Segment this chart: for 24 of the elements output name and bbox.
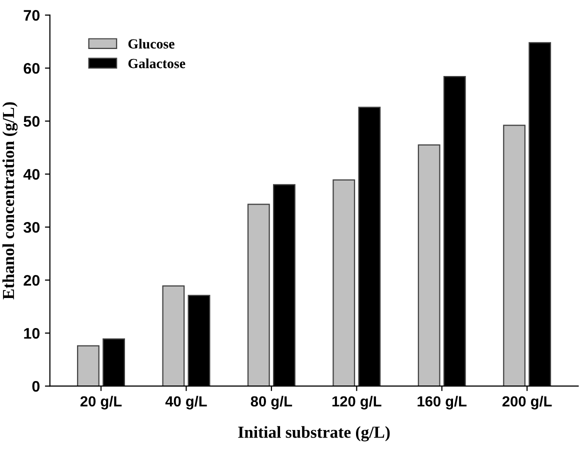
bar bbox=[77, 345, 100, 386]
bar bbox=[503, 124, 526, 386]
y-tick-label: 60 bbox=[24, 62, 40, 74]
y-tick-label: 40 bbox=[23, 168, 40, 180]
x-axis-title: Initial substrate (g/L) bbox=[238, 426, 390, 442]
x-tick-label: 40 g/L bbox=[165, 396, 207, 410]
x-tick-label: 80 g/L bbox=[250, 396, 292, 410]
bar bbox=[332, 179, 356, 386]
y-tick-label: 70 bbox=[24, 10, 40, 21]
bar bbox=[162, 285, 185, 386]
legend-label: Glucose bbox=[128, 38, 174, 49]
bar bbox=[247, 204, 270, 386]
x-tick-label: 160 g/L bbox=[418, 396, 467, 410]
x-tick-label: 20 g/L bbox=[80, 396, 122, 410]
y-tick-label: 50 bbox=[24, 116, 40, 127]
legend-label: Galactose bbox=[128, 58, 186, 68]
y-tick-label: 30 bbox=[24, 222, 40, 233]
bar bbox=[418, 144, 440, 386]
x-tick-label: 200 g/L bbox=[502, 396, 552, 410]
y-tick-label: 10 bbox=[24, 328, 40, 339]
x-tick-label: 120 g/L bbox=[332, 396, 382, 410]
y-axis-title: Ethanol concentration (g/L) bbox=[2, 102, 18, 300]
y-tick-label: 0 bbox=[32, 380, 40, 392]
y-tick-label: 20 bbox=[24, 274, 40, 286]
